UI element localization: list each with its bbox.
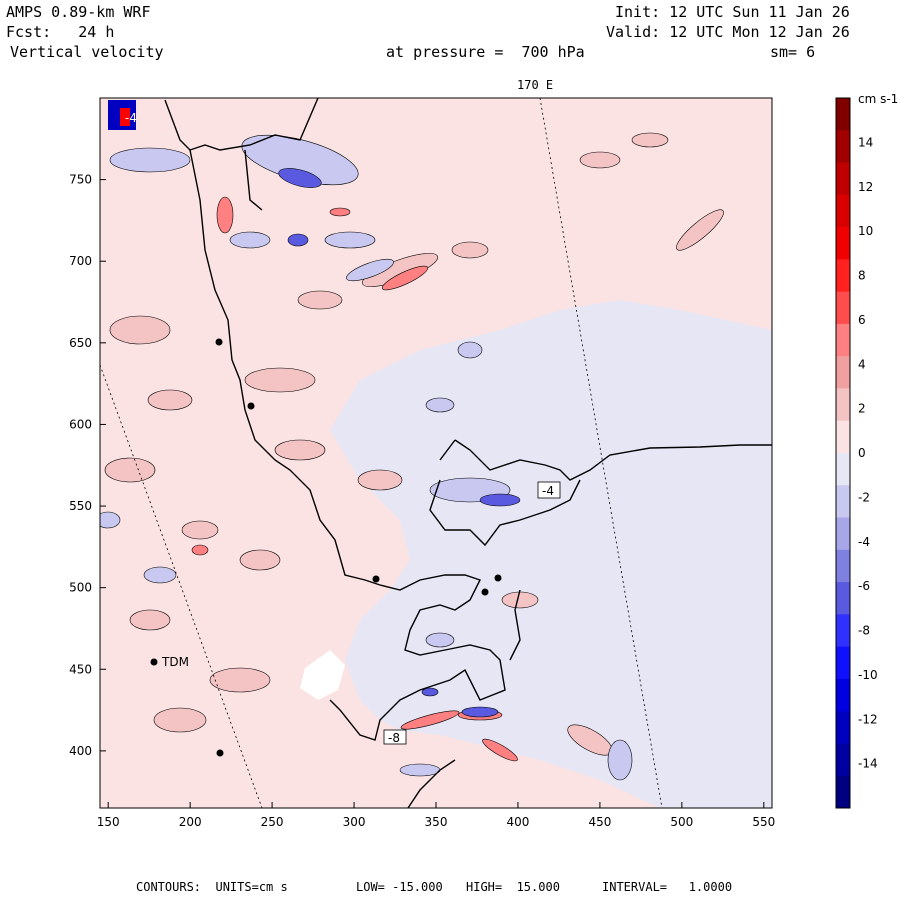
colorbar-segment bbox=[836, 130, 850, 164]
colorbar-label: 14 bbox=[858, 135, 873, 149]
y-tick-label: 600 bbox=[69, 417, 92, 431]
colorbar-label: -12 bbox=[858, 712, 878, 726]
colorbar-label: 2 bbox=[858, 402, 866, 416]
y-tick-label: 700 bbox=[69, 254, 92, 268]
colorbar-label: -14 bbox=[858, 757, 878, 771]
colorbar-segment bbox=[836, 194, 850, 228]
x-tick-label: 250 bbox=[261, 815, 284, 829]
y-tick-label: 550 bbox=[69, 499, 92, 513]
field-name: Vertical velocity bbox=[10, 43, 164, 61]
x-tick-label: 500 bbox=[670, 815, 693, 829]
x-tick-label: 550 bbox=[752, 815, 775, 829]
low-box-2 bbox=[383, 729, 407, 745]
axis-ticks bbox=[100, 179, 765, 808]
colorbar-units: cm s-1 bbox=[858, 92, 898, 106]
colorbar-segment bbox=[836, 356, 850, 389]
low-label-3: -4 bbox=[125, 111, 137, 125]
colorbar-segment bbox=[836, 549, 850, 583]
positive-patches bbox=[104, 132, 724, 756]
colorbar-label: -6 bbox=[858, 579, 870, 593]
pressure-level: at pressure = 700 hPa bbox=[386, 43, 585, 61]
colorbar-label: 0 bbox=[858, 446, 866, 460]
colorbar-segment bbox=[836, 517, 850, 551]
meridian-label: 170 E bbox=[517, 78, 554, 92]
init-time: Init: 12 UTC Sun 11 Jan 26 bbox=[615, 3, 850, 21]
colorbar-frame bbox=[835, 97, 851, 809]
colorbar-segment bbox=[836, 162, 850, 196]
low-label-1: -4 bbox=[542, 484, 554, 498]
colorbar-segment bbox=[836, 453, 850, 486]
footer-contours: CONTOURS: UNITS=cm s bbox=[136, 880, 288, 894]
x-tick-label: 450 bbox=[588, 815, 611, 829]
x-tick-label: 150 bbox=[97, 815, 120, 829]
coastline bbox=[164, 98, 772, 808]
colorbar-segment bbox=[836, 98, 850, 131]
colorbar-label: 8 bbox=[858, 269, 866, 283]
colorbar-segment bbox=[836, 388, 850, 422]
corner-strong-positive bbox=[120, 108, 130, 126]
station-markers bbox=[150, 338, 502, 757]
colorbar-label: -8 bbox=[858, 624, 870, 638]
masked-terrain bbox=[300, 650, 345, 700]
colorbar-label: 4 bbox=[858, 357, 866, 371]
colorbar-segment bbox=[836, 678, 850, 712]
colorbar-segment bbox=[836, 485, 850, 519]
colorbar-segment bbox=[836, 323, 850, 357]
y-axis-labels: 750 700 650 600 550 500 450 400 bbox=[69, 173, 92, 758]
negative-patches bbox=[100, 134, 633, 781]
footer-low: LOW= -15.000 bbox=[356, 880, 443, 894]
colorbar-segment bbox=[836, 775, 850, 809]
footer-interval: INTERVAL= 1.0000 bbox=[602, 880, 733, 894]
colorbar-segment bbox=[836, 291, 850, 325]
model-title: AMPS 0.89-km WRF bbox=[6, 3, 151, 21]
footer-high: HIGH= 15.000 bbox=[466, 880, 560, 894]
y-tick-label: 400 bbox=[69, 744, 92, 758]
x-tick-label: 400 bbox=[506, 815, 529, 829]
colorbar: 14 12 10 8 6 4 2 0 -2 -4 -6 -8 -10 -12 -14 bbox=[835, 97, 878, 809]
colorbar-label: 6 bbox=[858, 313, 866, 327]
colorbar-label: -4 bbox=[858, 535, 870, 549]
colorbar-segment bbox=[836, 646, 850, 680]
x-axis-labels: 150 200 250 300 350 400 450 500 550 bbox=[97, 815, 776, 829]
colorbar-segment bbox=[836, 259, 850, 293]
y-tick-label: 650 bbox=[69, 336, 92, 350]
meridian-lines bbox=[100, 98, 663, 808]
y-tick-label: 450 bbox=[69, 662, 92, 676]
x-tick-label: 350 bbox=[425, 815, 448, 829]
low-label-2: -8 bbox=[388, 731, 400, 745]
colorbar-label: -10 bbox=[858, 668, 878, 682]
colorbar-label: 10 bbox=[858, 224, 873, 238]
colorbar-segment bbox=[836, 420, 850, 454]
smoothing-value: sm= 6 bbox=[770, 43, 816, 61]
colorbar-segment bbox=[836, 711, 850, 744]
colorbar-segment bbox=[836, 614, 850, 648]
colorbar-label: -2 bbox=[858, 490, 870, 504]
y-tick-label: 500 bbox=[69, 581, 92, 595]
x-tick-label: 300 bbox=[343, 815, 366, 829]
ice-shelf-region bbox=[330, 300, 772, 808]
colorbar-segment bbox=[836, 227, 850, 260]
colorbar-label: 12 bbox=[858, 180, 873, 194]
colorbar-segment bbox=[836, 743, 850, 777]
valid-time: Valid: 12 UTC Mon 12 Jan 26 bbox=[606, 23, 850, 41]
map-field: TDM -4 -8 -4 bbox=[100, 98, 772, 808]
station-label: TDM bbox=[161, 655, 189, 669]
low-box-1 bbox=[537, 481, 561, 499]
colorbar-segment bbox=[836, 582, 850, 615]
x-tick-label: 200 bbox=[179, 815, 202, 829]
forecast-hour: Fcst: 24 h bbox=[6, 23, 115, 41]
y-tick-label: 750 bbox=[69, 173, 92, 187]
